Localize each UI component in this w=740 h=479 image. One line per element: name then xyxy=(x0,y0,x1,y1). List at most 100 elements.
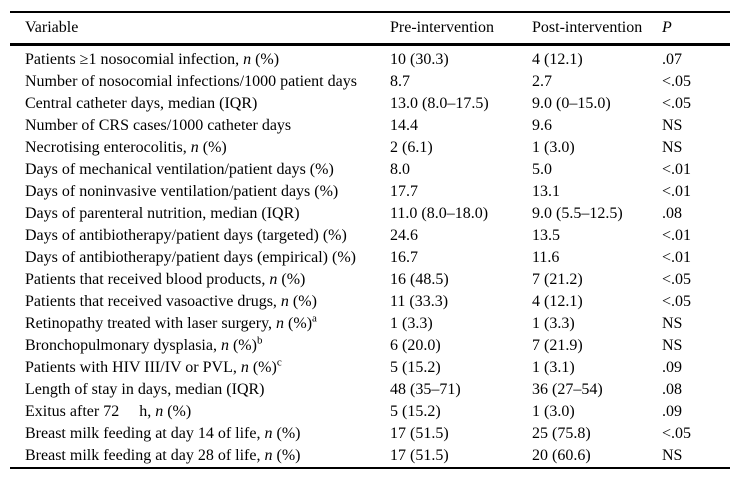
post-intervention-cell: 4 (12.1) xyxy=(532,292,583,310)
variable-cell: Exitus after 72 h, n (%) xyxy=(25,402,192,420)
p-value-cell: NS xyxy=(662,314,683,332)
variable-cell: Retinopathy treated with laser surgery, … xyxy=(25,312,317,332)
pre-intervention-cell: 8.7 xyxy=(390,72,410,90)
variable-cell: Number of nosocomial infections/1000 pat… xyxy=(25,72,357,90)
p-value-cell: <.01 xyxy=(662,248,692,266)
p-value-cell: <.05 xyxy=(662,72,692,90)
pre-intervention-cell: 17 (51.5) xyxy=(390,446,449,464)
pre-intervention-cell: 2 (6.1) xyxy=(390,138,433,156)
pre-intervention-cell: 48 (35–71) xyxy=(390,380,461,398)
pre-intervention-cell: 5 (15.2) xyxy=(390,402,441,420)
table-row: Central catheter days, median (IQR) 13.0 … xyxy=(10,93,730,115)
post-intervention-cell: 1 (3.0) xyxy=(532,138,575,156)
col-header-p-value: P xyxy=(662,18,672,36)
pre-intervention-cell: 17 (51.5) xyxy=(390,424,449,442)
pre-intervention-cell: 16.7 xyxy=(390,248,418,266)
table-row: Number of nosocomial infections/1000 pat… xyxy=(10,71,730,93)
p-value-cell: NS xyxy=(662,116,683,134)
p-value-cell: .07 xyxy=(662,50,682,68)
p-value-cell: NS xyxy=(662,138,683,156)
variable-cell: Central catheter days, median (IQR) xyxy=(25,94,258,112)
p-value-cell: .09 xyxy=(662,402,682,420)
table-row: Days of mechanical ventilation/patient d… xyxy=(10,159,730,181)
pre-intervention-cell: 11 (33.3) xyxy=(390,292,449,310)
pre-intervention-cell: 16 (48.5) xyxy=(390,270,449,288)
post-intervention-cell: 9.6 xyxy=(532,116,552,134)
post-intervention-cell: 13.1 xyxy=(532,182,560,200)
footnote-marker: c xyxy=(276,356,282,369)
p-value-cell: <.05 xyxy=(662,270,692,288)
p-value-cell: .09 xyxy=(662,358,682,376)
post-intervention-cell: 36 (27–54) xyxy=(532,380,603,398)
p-value-cell: <.05 xyxy=(662,424,692,442)
col-header-post-intervention: Post-intervention xyxy=(532,18,643,36)
p-value-cell: <.01 xyxy=(662,160,692,178)
header-row: Variable Pre-intervention Post-intervent… xyxy=(10,12,730,44)
p-value-cell: <.05 xyxy=(662,94,692,112)
p-value-cell: <.01 xyxy=(662,182,692,200)
p-value-cell: .08 xyxy=(662,204,682,222)
variable-cell: Necrotising enterocolitis, n (%) xyxy=(25,138,227,156)
table-row: Retinopathy treated with laser surgery, … xyxy=(10,313,730,335)
table-header: Variable Pre-intervention Post-intervent… xyxy=(10,12,730,44)
variable-cell: Breast milk feeding at day 14 of life, n… xyxy=(25,424,301,442)
table-row: Exitus after 72 h, n (%) 5 (15.2) 1 (3.0).… xyxy=(10,401,730,423)
variable-cell: Patients ≥1 nosocomial infection, n (%) xyxy=(25,50,280,68)
post-intervention-cell: 13.5 xyxy=(532,226,560,244)
variable-cell: Bronchopulmonary dysplasia, n (%)b xyxy=(25,334,263,354)
table-row: Number of CRS cases/1000 catheter days 14… xyxy=(10,115,730,137)
pre-intervention-cell: 8.0 xyxy=(390,160,410,178)
post-intervention-cell: 4 (12.1) xyxy=(532,50,583,68)
pre-intervention-cell: 14.4 xyxy=(390,116,418,134)
variable-cell: Days of parenteral nutrition, median (IQ… xyxy=(25,204,300,222)
post-intervention-cell: 7 (21.9) xyxy=(532,336,583,354)
pre-intervention-cell: 13.0 (8.0–17.5) xyxy=(390,94,489,112)
pre-intervention-cell: 6 (20.0) xyxy=(390,336,441,354)
variable-cell: Days of mechanical ventilation/patient d… xyxy=(25,160,334,178)
footnote-marker: a xyxy=(312,312,317,325)
table-row: Patients ≥1 nosocomial infection, n (%) 1… xyxy=(10,44,730,71)
post-intervention-cell: 25 (75.8) xyxy=(532,424,591,442)
p-value-cell: <.05 xyxy=(662,292,692,310)
table-row: Patients that received vasoactive drugs,… xyxy=(10,291,730,313)
col-header-variable: Variable xyxy=(25,18,79,36)
variable-cell: Days of antibiotherapy/patient days (tar… xyxy=(25,226,347,244)
pre-intervention-cell: 24.6 xyxy=(390,226,418,244)
col-header-pre-intervention: Pre-intervention xyxy=(390,18,494,36)
post-intervention-cell: 2.7 xyxy=(532,72,552,90)
post-intervention-cell: 1 (3.0) xyxy=(532,402,575,420)
table-row: Breast milk feeding at day 28 of life, n… xyxy=(10,445,730,468)
variable-cell: Patients that received vasoactive drugs,… xyxy=(25,292,317,310)
table-row: Days of parenteral nutrition, median (IQ… xyxy=(10,203,730,225)
table-body: Patients ≥1 nosocomial infection, n (%) 1… xyxy=(10,44,730,468)
variable-cell: Patients with HIV III/IV or PVL, n (%)c xyxy=(25,356,282,376)
variable-cell: Number of CRS cases/1000 catheter days xyxy=(25,116,292,134)
footnote-marker: b xyxy=(256,334,263,347)
post-intervention-cell: 9.0 (0–15.0) xyxy=(532,94,611,112)
p-value-cell: NS xyxy=(662,336,683,354)
post-intervention-cell: 20 (60.6) xyxy=(532,446,591,464)
table-row: Days of antibiotherapy/patient days (emp… xyxy=(10,247,730,269)
table-row: Breast milk feeding at day 14 of life, n… xyxy=(10,423,730,445)
table-row: Length of stay in days, median (IQR) 48 (… xyxy=(10,379,730,401)
pre-intervention-cell: 1 (3.3) xyxy=(390,314,433,332)
table-row: Days of noninvasive ventilation/patient … xyxy=(10,181,730,203)
post-intervention-cell: 1 (3.3) xyxy=(532,314,575,332)
post-intervention-cell: 7 (21.2) xyxy=(532,270,583,288)
table-row: Necrotising enterocolitis, n (%) 2 (6.1) 1… xyxy=(10,137,730,159)
post-intervention-cell: 11.6 xyxy=(532,248,560,266)
variable-cell: Length of stay in days, median (IQR) xyxy=(25,380,265,398)
table-row: Bronchopulmonary dysplasia, n (%)b 6 (20.… xyxy=(10,335,730,357)
table-row: Patients that received blood products, n… xyxy=(10,269,730,291)
post-intervention-cell: 1 (3.1) xyxy=(532,358,575,376)
variable-cell: Patients that received blood products, n… xyxy=(25,270,306,288)
p-value-cell: .08 xyxy=(662,380,682,398)
table-row: Days of antibiotherapy/patient days (tar… xyxy=(10,225,730,247)
pre-intervention-cell: 17.7 xyxy=(390,182,418,200)
variable-cell: Breast milk feeding at day 28 of life, n… xyxy=(25,446,301,464)
post-intervention-cell: 5.0 xyxy=(532,160,552,178)
outcomes-table: Variable Pre-intervention Post-intervent… xyxy=(10,11,730,469)
variable-cell: Days of antibiotherapy/patient days (emp… xyxy=(25,248,356,266)
p-value-cell: <.01 xyxy=(662,226,692,244)
